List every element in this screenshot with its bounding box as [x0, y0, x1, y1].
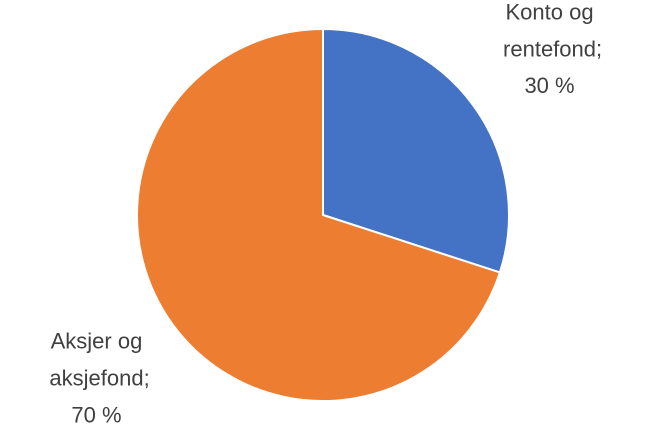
- pie-slice: [136, 27, 502, 402]
- data-label-category: Aksjer og aksjefond: [49, 328, 143, 390]
- data-label-separator: ;: [596, 36, 602, 61]
- data-label-value: 30 %: [524, 73, 574, 98]
- data-label-separator: ;: [144, 365, 150, 390]
- pie-slice: [322, 27, 510, 274]
- data-label-value: 70 %: [71, 402, 121, 425]
- data-label-category: Konto og rentefond: [503, 0, 596, 61]
